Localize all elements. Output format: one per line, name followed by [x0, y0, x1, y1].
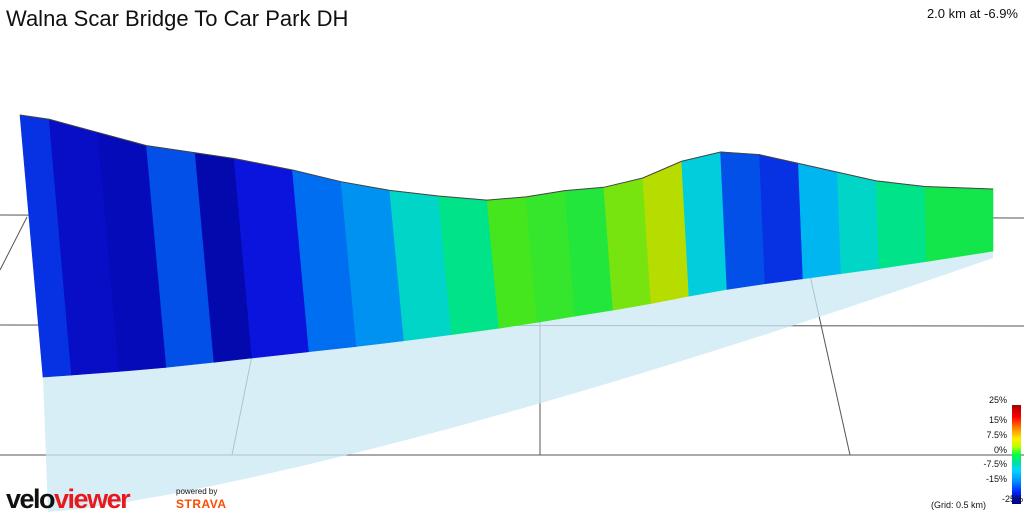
profile-segment [720, 151, 766, 290]
profile-segment [924, 186, 994, 262]
legend-tick-label: -15% [985, 474, 1007, 485]
logo-text-viewer: viewer [54, 484, 131, 514]
profile-segment [798, 163, 842, 280]
legend-tick-label: 0% [993, 444, 1007, 455]
distance-gradient-summary: 2.0 km at -6.9% [926, 6, 1018, 21]
strava-logo[interactable]: STRAVA [176, 497, 227, 511]
profile-segment [681, 151, 728, 297]
veloviewer-logo[interactable]: veloviewer [6, 484, 131, 515]
legend-tick-label: -25% [1001, 494, 1023, 504]
profile-segment [875, 180, 927, 269]
profile-ridge-line [19, 114, 994, 201]
profile-layer [19, 114, 994, 512]
grid-spacing-note: (Grid: 0.5 km) [930, 500, 986, 510]
grid-line [0, 216, 28, 271]
legend-tick-label: 15% [988, 414, 1007, 425]
legend-tick-label: 7.5% [986, 429, 1007, 440]
gradient-color-scale [1012, 405, 1021, 504]
chart-title: Walna Scar Bridge To Car Park DH [6, 6, 349, 31]
logo-text-velo: velo [6, 484, 56, 514]
legend-tick-label: 25% [988, 395, 1007, 405]
profile-segment [759, 154, 804, 285]
legend-tick-label: -7.5% [983, 459, 1007, 470]
powered-by-text: powered by [176, 487, 218, 496]
profile-segment [837, 171, 880, 274]
profile-segment [642, 160, 690, 304]
profile-shadow [43, 251, 993, 512]
